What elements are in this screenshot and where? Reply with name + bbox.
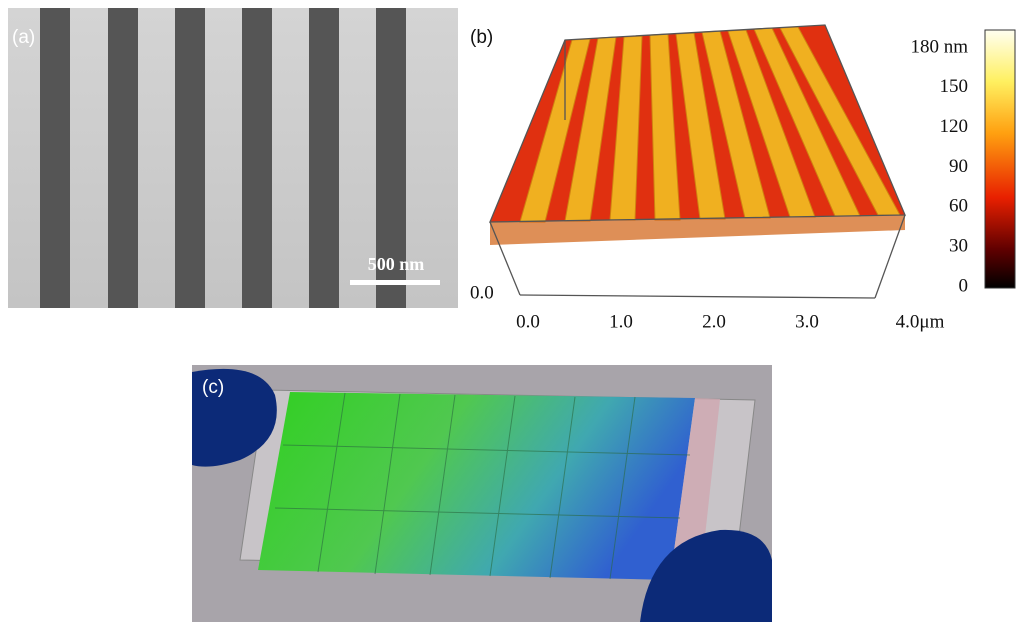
colorbar-tick-label: 60 <box>949 196 968 217</box>
panel-label: (a) <box>12 27 35 48</box>
colorbar-tick-label: 0 <box>959 275 969 296</box>
colorbar-tick-label: 90 <box>949 156 968 177</box>
colorbar-tick-label: 120 <box>940 116 969 137</box>
panel-b: (b) 0.0 0.0 1.0 2.0 3.0 4.0μm 180 nm 150 120 90… <box>470 24 1016 332</box>
panel-label: (b) <box>470 27 493 48</box>
z-origin-label: 0.0 <box>470 282 494 303</box>
panel-label: (c) <box>202 377 224 398</box>
glove <box>192 368 277 467</box>
colorbar-tick-label: 30 <box>949 236 968 257</box>
afm-box <box>489 24 906 299</box>
x-tick-label: 2.0 <box>702 311 726 332</box>
colorbar <box>984 29 1016 289</box>
x-tick-label: 4.0μm <box>896 311 945 332</box>
grating-area <box>258 392 695 580</box>
glove <box>640 529 772 622</box>
x-tick-label: 0.0 <box>516 311 540 332</box>
grid-lines <box>274 392 691 580</box>
panel-a: (a) 500 nm <box>8 8 458 308</box>
colorbar-tick-label: 180 nm <box>910 36 968 57</box>
sem-lines <box>40 8 406 308</box>
scale-bar <box>350 280 440 285</box>
x-tick-label: 3.0 <box>795 311 819 332</box>
x-tick-label: 1.0 <box>609 311 633 332</box>
colorbar-tick-label: 150 <box>940 76 969 97</box>
scale-bar-label: 500 nm <box>368 254 425 274</box>
panel-c: (c) <box>192 365 772 622</box>
